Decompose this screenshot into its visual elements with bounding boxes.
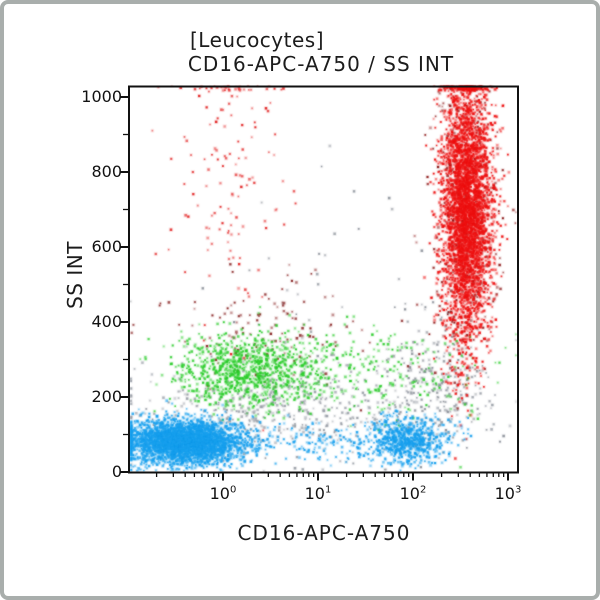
x-tick-label: 100 <box>209 484 237 503</box>
plot-gate-title: [Leucocytes] <box>189 28 325 52</box>
y-tick-label: 200 <box>91 387 122 406</box>
y-tick-label: 1000 <box>81 87 122 106</box>
y-tick-label: 400 <box>91 312 122 331</box>
x-tick-label: 103 <box>494 484 522 503</box>
plot-parameters-title: CD16-APC-A750 / SS INT <box>187 52 455 76</box>
y-tick-label: 800 <box>91 162 122 181</box>
plot-border <box>128 85 519 474</box>
y-tick-label: 0 <box>111 462 122 481</box>
x-tick-label: 101 <box>304 484 332 503</box>
x-tick-label: 102 <box>399 484 427 503</box>
y-tick-label: 600 <box>91 237 122 256</box>
x-axis-label: CD16-APC-A750 <box>237 521 411 545</box>
